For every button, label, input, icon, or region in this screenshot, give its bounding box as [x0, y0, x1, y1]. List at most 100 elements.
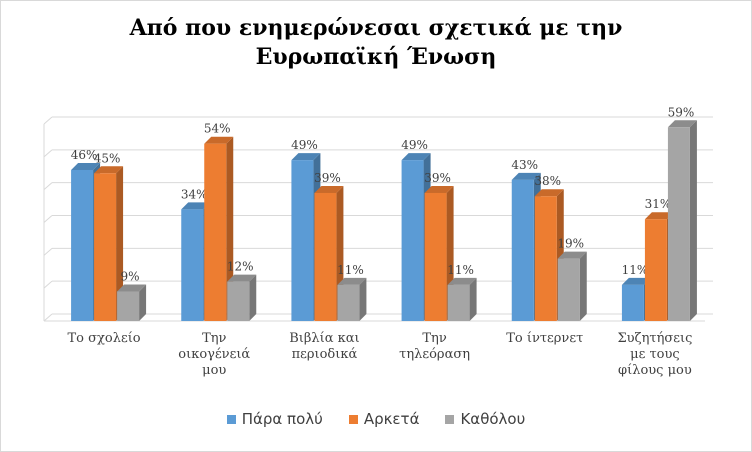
bar [117, 291, 140, 321]
bar-top [117, 284, 147, 292]
chart-legend: Πάρα πολύ Αρκετά Καθόλου [0, 410, 752, 428]
data-label: 11% [447, 263, 474, 277]
bar [314, 192, 337, 321]
bar-top [227, 274, 257, 282]
data-label: 39% [424, 171, 451, 185]
bar [401, 160, 424, 321]
bar-top [667, 120, 697, 128]
bar-top [291, 153, 321, 161]
chart-title-line-2: Ευρωπαϊκή Ένωση [255, 44, 497, 70]
legend-swatch [445, 414, 455, 424]
legend-label: Πάρα πολύ [241, 410, 323, 428]
data-label: 12% [227, 260, 254, 274]
bar-side [139, 284, 147, 321]
gridline-depth [43, 116, 53, 125]
gridline-depth [43, 280, 53, 289]
legend-swatch [226, 414, 236, 424]
bar [447, 284, 470, 321]
legend-item: Πάρα πολύ [226, 410, 323, 428]
bar-top [314, 185, 344, 193]
data-label: 19% [557, 237, 584, 251]
bar [644, 219, 667, 321]
bar-side [689, 120, 697, 322]
bar [511, 179, 534, 321]
bar-top [511, 172, 541, 180]
data-label: 9% [121, 269, 140, 283]
bar-side [469, 277, 477, 321]
bar [621, 284, 644, 321]
data-label: 43% [511, 158, 538, 172]
bar-top [401, 153, 431, 161]
bar-side [579, 251, 587, 321]
bar-top [204, 136, 234, 144]
category-label-line: Την [202, 331, 227, 346]
bar [667, 127, 690, 322]
category-label-line: Συζητήσεις [617, 331, 693, 346]
bar [71, 169, 94, 321]
bar-top [621, 277, 651, 285]
gridline-depth [43, 182, 53, 191]
category-label-line: μου [202, 363, 227, 378]
bar [181, 209, 204, 321]
category-label-line: Βιβλία και [289, 331, 360, 346]
category-label-line: τηλεόραση [399, 347, 471, 362]
data-label: 54% [204, 122, 231, 136]
data-label: 34% [181, 187, 208, 201]
gridline-depth [43, 215, 53, 223]
bar-side [226, 136, 234, 321]
category-label: Την τηλεόραση [385, 331, 485, 363]
data-label: 59% [668, 105, 695, 119]
legend-swatch [348, 414, 358, 424]
bar-top [644, 212, 674, 220]
bar-top [337, 277, 367, 285]
bar [204, 143, 227, 321]
gridline-depth [43, 313, 53, 322]
category-label-line: φίλους μου [618, 363, 692, 378]
bar-side [249, 274, 257, 321]
data-label: 38% [534, 174, 561, 188]
bar-top [447, 277, 477, 285]
bar-side [116, 166, 124, 321]
category-label: Το σχολείο [54, 331, 154, 347]
bar [291, 160, 314, 321]
bar-top [181, 202, 211, 210]
category-label-line: Το σχολείο [67, 331, 141, 346]
bar [94, 173, 117, 321]
chart-title-line-1: Από που ενημερώνεσαι σχετικά με την [129, 15, 623, 41]
legend-item: Αρκετά [348, 410, 420, 428]
bar [534, 196, 557, 321]
chart-title: Από που ενημερώνεσαι σχετικά με την Ευρω… [0, 14, 752, 72]
bar [557, 258, 580, 321]
category-label-line: Την [422, 331, 447, 346]
category-label: Το ίντερνετ [495, 331, 595, 347]
category-label: Την οικογένειά μου [164, 331, 264, 379]
data-label: 31% [645, 197, 672, 211]
bar-top [94, 166, 124, 174]
data-label: 39% [314, 171, 341, 185]
bar-top [424, 185, 454, 193]
legend-item: Καθόλου [445, 410, 525, 428]
category-label-line: οικογένειά [178, 347, 251, 362]
category-label-line: Το ίντερνετ [506, 331, 584, 346]
category-label: Βιβλία και περιοδικά [274, 331, 374, 363]
category-label-line: με τους [630, 347, 680, 362]
data-label: 49% [291, 138, 318, 152]
category-label: Συζητήσεις με τους φίλους μου [605, 331, 705, 379]
bar [424, 192, 447, 321]
legend-label: Καθόλου [460, 410, 526, 428]
legend-label: Αρκετά [363, 410, 420, 428]
bar-top [71, 162, 101, 170]
bar [337, 284, 360, 321]
bar [227, 281, 250, 321]
category-label-line: περιοδικά [291, 347, 358, 362]
data-label: 49% [401, 138, 428, 152]
data-label: 45% [94, 151, 121, 165]
data-label: 11% [337, 263, 364, 277]
gridline-depth [43, 247, 53, 256]
data-label: 11% [622, 263, 649, 277]
bar-top [557, 251, 587, 259]
gridline-depth [43, 149, 53, 158]
data-label: 46% [71, 148, 98, 162]
